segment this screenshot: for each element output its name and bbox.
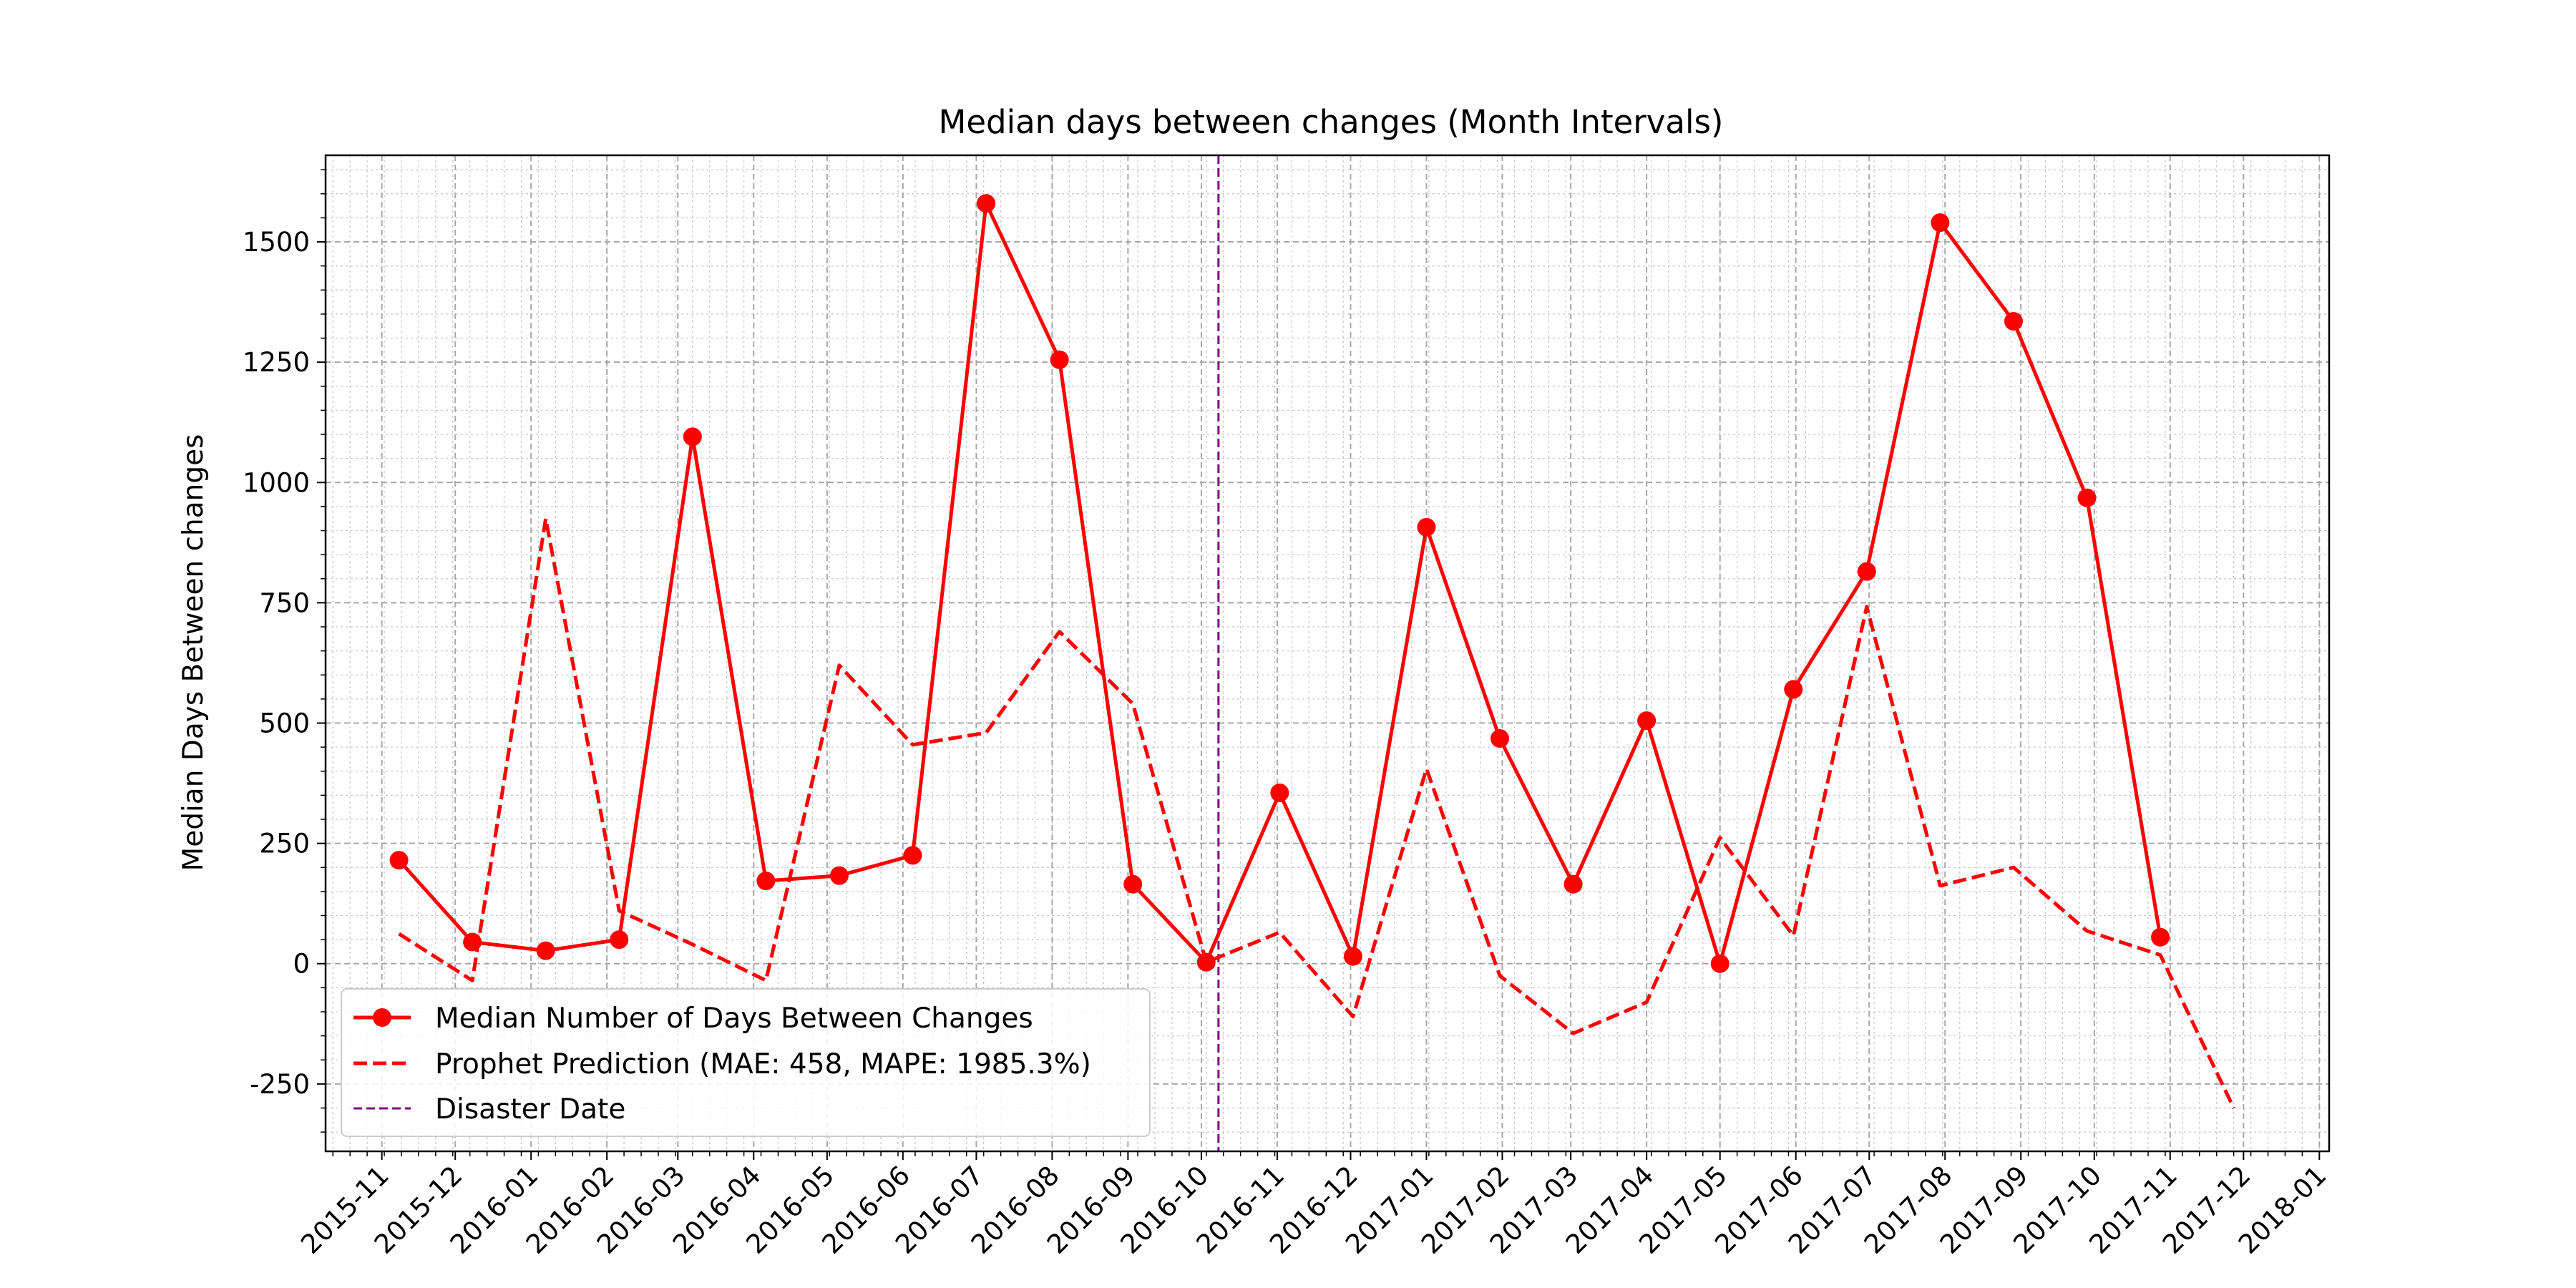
median-days-point — [2077, 488, 2097, 507]
legend-box — [341, 988, 1151, 1137]
median-days-point — [1050, 350, 1069, 369]
series-layer — [389, 194, 2235, 1109]
legend: Median Number of Days Between Changes Pro… — [341, 988, 1151, 1137]
median-days-point — [1637, 711, 1657, 731]
median-days-point — [2004, 312, 2023, 331]
median-days-point — [756, 872, 776, 891]
legend-prophet-prediction-label: Prophet Prediction (MAE: 458, MAPE: 1985… — [435, 1048, 1091, 1080]
median-days-point — [977, 194, 996, 213]
median-days-point — [610, 930, 629, 950]
y-tick-label: 750 — [259, 587, 310, 618]
legend-disaster-date-label: Disaster Date — [435, 1093, 625, 1126]
median-days-point — [389, 851, 409, 870]
y-tick-label: 1500 — [243, 227, 310, 258]
plot-frame — [324, 154, 2331, 1153]
median-days-point — [1857, 562, 1876, 581]
median-days-point — [683, 427, 702, 447]
median-days-point — [903, 846, 922, 865]
y-tick-label: 1000 — [243, 467, 310, 498]
median-days-point — [1123, 874, 1143, 894]
legend-median-days-label: Median Number of Days Between Changes — [435, 1002, 1033, 1035]
chart-title: Median days between changes (Month Inter… — [939, 103, 1724, 141]
median-days-point — [1417, 517, 1436, 537]
median-days-point — [1931, 213, 1950, 233]
median-days-point — [829, 866, 849, 885]
grid — [326, 155, 2329, 1151]
y-tick-label: 500 — [259, 708, 310, 739]
y-tick-label: -250 — [250, 1069, 310, 1100]
median-days-point — [1343, 947, 1362, 966]
median-days-point — [2151, 927, 2170, 947]
legend-median-days-marker — [373, 1008, 391, 1027]
median-days-point — [1784, 680, 1803, 699]
median-days-point — [1563, 874, 1583, 894]
median-days-point — [1270, 784, 1289, 803]
y-tick-label: 0 — [293, 949, 310, 980]
y-tick-label: 1250 — [243, 347, 310, 378]
median-days-point — [1491, 729, 1510, 748]
median-days-point — [536, 941, 555, 960]
median-days-point — [1710, 954, 1729, 973]
y-tick-label: 250 — [259, 829, 310, 859]
prophet-prediction-line — [398, 517, 2235, 1109]
y-axis-label: Median Days Between changes — [177, 434, 210, 872]
